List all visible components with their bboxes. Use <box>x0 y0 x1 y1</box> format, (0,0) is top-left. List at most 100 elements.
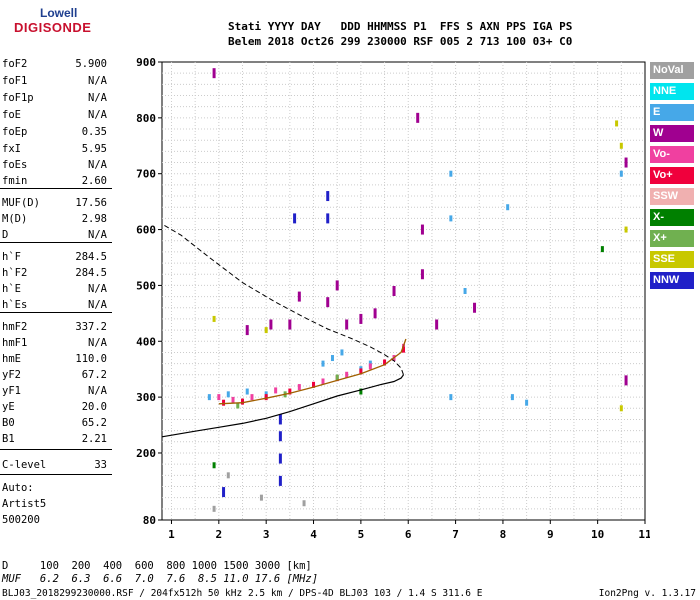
param-name: hmF2 <box>2 321 28 333</box>
param-name: foF2 <box>2 58 28 70</box>
param-value: 284.5 <box>75 251 107 263</box>
data-point <box>525 399 529 406</box>
param-value: N/A <box>88 109 107 121</box>
param-value: N/A <box>88 92 107 104</box>
data-point <box>615 120 619 127</box>
param-name: yF2 <box>2 369 21 381</box>
data-point <box>510 394 514 401</box>
param-row: D N/A <box>2 228 107 242</box>
param-value: 33 <box>94 459 107 471</box>
data-point <box>212 315 216 322</box>
y-tick-label: 200 <box>136 447 156 460</box>
data-point <box>212 68 216 79</box>
data-point <box>402 346 405 353</box>
param-value: 2.98 <box>81 213 107 225</box>
data-point <box>345 319 349 330</box>
legend-item: E <box>650 104 694 121</box>
data-point <box>359 368 363 375</box>
header-row-1: Stati YYYY DAY DDD HHMMSS P1 FFS S AXN P… <box>228 20 573 33</box>
data-point <box>392 286 396 296</box>
param-name: MUF(D) <box>2 197 40 209</box>
data-point <box>624 157 628 168</box>
param-name: foE <box>2 109 21 121</box>
data-point <box>297 291 301 302</box>
param-value: 17.56 <box>75 197 107 209</box>
data-point <box>212 462 216 469</box>
param-row: foF1p N/A <box>2 91 107 105</box>
legend-item: Vo+ <box>650 167 694 184</box>
legend-item: W <box>650 125 694 142</box>
data-point <box>302 500 306 507</box>
data-point <box>326 213 330 224</box>
x-tick-label: 2 <box>216 528 223 541</box>
footer-file-info: BLJ03_2018299230000.RSF / 204fx512h 50 k… <box>2 588 483 599</box>
x-tick-label: 4 <box>310 528 317 541</box>
x-tick-label: 8 <box>500 528 507 541</box>
muf-value-row: MUF 6.2 6.3 6.6 7.0 7.6 8.5 11.0 17.6 [M… <box>2 573 319 585</box>
param-name: hmE <box>2 353 21 365</box>
x-tick-label: 5 <box>358 528 365 541</box>
param-name: M(D) <box>2 213 28 225</box>
data-point <box>619 405 623 412</box>
param-row: foF2 5.900 <box>2 57 107 71</box>
legend-item: Vo- <box>650 146 694 163</box>
data-point <box>278 475 282 486</box>
param-value: N/A <box>88 229 107 241</box>
data-point <box>330 355 334 362</box>
data-point <box>506 204 510 211</box>
data-point <box>288 319 292 330</box>
data-point <box>245 325 249 336</box>
param-value: 0.35 <box>81 126 107 138</box>
x-tick-label: 11 <box>638 528 650 541</box>
data-point <box>226 391 230 398</box>
param-row: foEs N/A <box>2 158 107 172</box>
legend-item: NoVal <box>650 62 694 79</box>
param-name: h`F2 <box>2 267 28 279</box>
param-name: fmin <box>2 175 28 187</box>
data-point <box>222 487 226 498</box>
auto-program: Artist5 <box>2 498 47 510</box>
logo-digisonde: DIGISONDE <box>14 20 92 35</box>
param-name: foEs <box>2 159 28 171</box>
param-row: fxI 5.95 <box>2 142 107 156</box>
legend-item: NNW <box>650 272 694 289</box>
param-row: M(D) 2.98 <box>2 212 107 226</box>
data-point <box>217 394 221 401</box>
y-tick-label: 80 <box>143 514 156 527</box>
y-tick-label: 900 <box>136 56 156 69</box>
legend-item: X+ <box>650 230 694 247</box>
data-point <box>449 170 453 177</box>
data-point <box>416 112 420 123</box>
logo-lowell: Lowell <box>40 6 78 20</box>
param-row: h`F2 284.5 <box>2 266 107 280</box>
param-value: N/A <box>88 299 107 311</box>
data-point <box>383 359 387 366</box>
profile-dashed-curve <box>161 223 404 375</box>
data-point <box>245 388 249 395</box>
data-point <box>335 280 339 291</box>
data-point <box>236 402 240 409</box>
param-name: D <box>2 229 9 241</box>
data-point <box>624 226 628 233</box>
data-point <box>345 371 349 378</box>
y-tick-label: 300 <box>136 391 156 404</box>
param-name: fxI <box>2 143 21 155</box>
param-name: h`E <box>2 283 21 295</box>
param-row: yF1 N/A <box>2 384 107 398</box>
param-name: foF1 <box>2 75 28 87</box>
param-value: N/A <box>88 283 107 295</box>
param-row: h`Es N/A <box>2 298 107 312</box>
ionogram-chart: 1 2 3 4 5 6 7 8 9 10 11 80 200 300 400 500 600 700 800 900 <box>136 56 650 541</box>
x-tick-label: 7 <box>452 528 459 541</box>
data-point <box>264 327 268 334</box>
data-point <box>274 387 278 394</box>
auto-label: Auto: <box>2 482 34 494</box>
param-separator <box>0 474 112 475</box>
param-name: B0 <box>2 417 15 429</box>
x-tick-label: 9 <box>547 528 554 541</box>
param-row: MUF(D) 17.56 <box>2 196 107 210</box>
param-row: yE 20.0 <box>2 400 107 414</box>
param-row: hmF1 N/A <box>2 336 107 350</box>
y-tick-label: 700 <box>136 168 156 181</box>
param-name: yF1 <box>2 385 21 397</box>
